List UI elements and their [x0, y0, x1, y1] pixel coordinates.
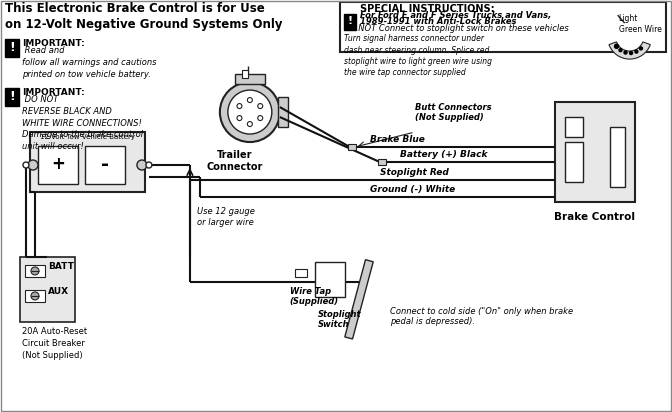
Text: BATT: BATT [48, 262, 74, 272]
Circle shape [228, 90, 272, 134]
Circle shape [31, 267, 39, 275]
Text: Trailer
Connector: Trailer Connector [207, 150, 263, 172]
Circle shape [258, 115, 263, 121]
Text: Stoplight
Switch: Stoplight Switch [318, 310, 362, 329]
Circle shape [247, 98, 253, 103]
Bar [278, 97, 288, 127]
Circle shape [137, 160, 147, 170]
Bar [564, 142, 583, 182]
Circle shape [614, 44, 618, 48]
Text: SPECIAL INSTRUCTIONS:: SPECIAL INSTRUCTIONS: [360, 4, 495, 14]
Circle shape [630, 52, 632, 54]
Text: 20A Auto-Reset
Circuit Breaker
(Not Supplied): 20A Auto-Reset Circuit Breaker (Not Supp… [22, 327, 87, 360]
Circle shape [640, 47, 642, 50]
Text: DO NOT
REVERSE BLACK AND
WHITE WIRE CONNECTIONS!
Damage to the brake control
uni: DO NOT REVERSE BLACK AND WHITE WIRE CONN… [22, 95, 143, 151]
Circle shape [237, 103, 242, 108]
Bar [25, 265, 45, 277]
Circle shape [258, 103, 263, 108]
Text: IMPORTANT:: IMPORTANT: [22, 39, 85, 48]
Circle shape [615, 45, 618, 48]
Bar [5, 88, 19, 106]
Circle shape [619, 49, 622, 52]
Text: For Ford E and F Series Trucks and Vans,: For Ford E and F Series Trucks and Vans, [360, 11, 551, 20]
Circle shape [635, 50, 638, 53]
Circle shape [146, 162, 152, 168]
Text: Wire Tap
(Supplied): Wire Tap (Supplied) [290, 287, 339, 307]
Circle shape [220, 82, 280, 142]
Circle shape [28, 160, 38, 170]
Text: Connect to cold side ("On" only when brake
pedal is depressed).: Connect to cold side ("On" only when bra… [390, 307, 573, 326]
Bar [85, 146, 125, 184]
Circle shape [23, 162, 29, 168]
Circle shape [237, 115, 242, 121]
Text: 12 Volt Tow Vehicle Battery: 12 Volt Tow Vehicle Battery [40, 134, 135, 140]
Text: This Electronic Brake Control is for Use
on 12-Volt Negative Ground Systems Only: This Electronic Brake Control is for Use… [5, 2, 282, 31]
Bar [314, 262, 345, 297]
Bar [554, 102, 634, 202]
Bar [242, 70, 248, 78]
Circle shape [31, 292, 39, 300]
Bar [344, 14, 355, 30]
Bar [30, 132, 145, 192]
Bar [295, 269, 307, 277]
Text: Butt Connectors
(Not Supplied): Butt Connectors (Not Supplied) [415, 103, 491, 122]
Text: 1989-1991 with Anti-Lock Brakes: 1989-1991 with Anti-Lock Brakes [360, 17, 516, 26]
Bar [25, 290, 45, 302]
Text: Brake Blue: Brake Blue [370, 135, 425, 144]
Bar [20, 257, 75, 322]
Bar [5, 39, 19, 57]
Circle shape [247, 122, 253, 126]
Bar [345, 260, 373, 339]
Text: !: ! [347, 16, 352, 26]
Text: -: - [101, 154, 109, 173]
Bar [235, 74, 265, 84]
Bar [564, 117, 583, 137]
Text: !: ! [9, 41, 15, 54]
Text: Brake Control: Brake Control [554, 212, 635, 222]
Bar [38, 146, 78, 184]
Bar [348, 144, 355, 150]
Text: Use 12 gauge
or larger wire: Use 12 gauge or larger wire [197, 207, 255, 227]
Bar [610, 127, 625, 187]
Text: Light
Green Wire: Light Green Wire [619, 14, 661, 33]
Text: Stoplight Red: Stoplight Red [380, 168, 449, 177]
Text: AUX: AUX [48, 288, 69, 297]
Wedge shape [609, 42, 650, 59]
Text: Battery (+) Black: Battery (+) Black [400, 150, 487, 159]
Text: Read and
follow all warnings and cautions
printed on tow vehicle battery.: Read and follow all warnings and caution… [22, 46, 157, 79]
Circle shape [624, 51, 627, 54]
Text: Turn signal harness connector under
dash near steering column. Splice red
stopli: Turn signal harness connector under dash… [344, 34, 492, 77]
Text: Ground (-) White: Ground (-) White [370, 185, 455, 194]
Text: Do NOT Connect to stoplight switch on these vehicles: Do NOT Connect to stoplight switch on th… [344, 24, 569, 33]
Bar [340, 2, 666, 52]
Text: IMPORTANT:: IMPORTANT: [22, 88, 85, 97]
Bar [378, 159, 386, 165]
Text: +: + [51, 155, 65, 173]
Text: !: ! [9, 89, 15, 103]
